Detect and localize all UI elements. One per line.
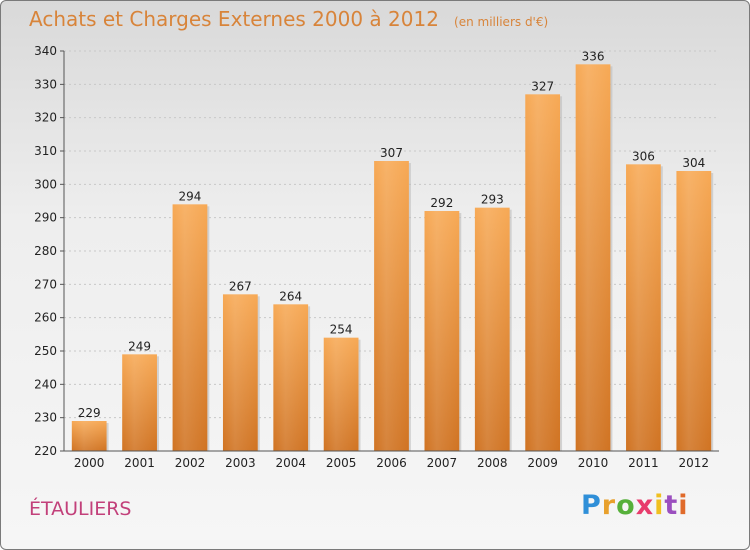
commune-name: ÉTAULIERS [29, 498, 132, 520]
y-tick-label: 320 [34, 111, 57, 125]
logo-letter: r [601, 490, 617, 521]
y-tick-label: 290 [34, 211, 57, 225]
x-tick-label: 2006 [376, 456, 407, 470]
x-tick-label: 2011 [628, 456, 659, 470]
x-tick-label: 2008 [477, 456, 508, 470]
value-label: 292 [430, 196, 453, 210]
y-tick-label: 260 [34, 311, 57, 325]
x-tick-label: 2001 [124, 456, 155, 470]
bar-highlight [676, 171, 712, 451]
value-label: 229 [78, 406, 101, 420]
proxiti-logo[interactable]: Proxiti [581, 490, 689, 521]
bar-highlight [474, 207, 510, 451]
value-label: 304 [682, 156, 705, 170]
y-tick-label: 230 [34, 411, 57, 425]
bar-highlight [424, 211, 460, 451]
value-label: 254 [330, 323, 353, 337]
bar-highlight [122, 354, 157, 451]
bar-highlight [374, 161, 409, 451]
y-tick-label: 280 [34, 244, 57, 258]
logo-letter: i [678, 490, 689, 521]
x-tick-label: 2003 [225, 456, 256, 470]
logo-letter: t [664, 490, 679, 521]
y-axis: 220 230 240 250 260 270 280 290 300 310 320 330 340 [34, 44, 65, 458]
logo-letter: P [581, 490, 602, 521]
x-axis: 2000 2001 2002 2003 2004 2005 2006 2007 2008 2009… [64, 450, 719, 470]
logo-letter: x [635, 490, 655, 521]
y-tick-label: 240 [34, 377, 57, 391]
x-tick-label: 2012 [679, 456, 710, 470]
value-label: 293 [481, 193, 504, 207]
x-tick-label: 2007 [427, 456, 458, 470]
x-tick-label: 2005 [326, 456, 357, 470]
chart-subtitle: (en milliers d'€) [454, 15, 549, 29]
value-label: 336 [582, 49, 605, 63]
x-tick-label: 2004 [275, 456, 306, 470]
bar-highlight [71, 421, 107, 451]
bar-highlight [222, 294, 258, 451]
value-label: 264 [279, 289, 302, 303]
value-label: 267 [229, 279, 252, 293]
chart-title: Achats et Charges Externes 2000 à 2012 [29, 7, 439, 31]
value-label: 307 [380, 146, 403, 160]
bar-highlight [525, 94, 561, 451]
y-tick-label: 270 [34, 277, 57, 291]
bar-highlight [172, 204, 208, 451]
value-label: 294 [179, 189, 202, 203]
bar-highlight [273, 304, 309, 451]
bar-chart: 220230240250260270280290300310320330340 … [34, 44, 719, 470]
bars: 229 249 294 267 264 254 307 292 293 327 336 306 304 [71, 49, 714, 452]
logo-letter: i [654, 490, 665, 521]
value-label: 306 [632, 149, 655, 163]
y-tick-label: 340 [34, 44, 57, 58]
y-tick-label: 330 [34, 77, 57, 91]
logo-letter: o [616, 490, 636, 521]
x-tick-label: 2002 [175, 456, 206, 470]
y-tick-label: 220 [34, 444, 57, 458]
y-tick-label: 310 [34, 144, 57, 158]
value-label: 327 [531, 79, 554, 93]
y-tick-label: 300 [34, 177, 57, 191]
bar-highlight [626, 164, 661, 452]
value-label: 249 [128, 339, 151, 353]
title-row: Achats et Charges Externes 2000 à 2012 (… [29, 7, 548, 31]
x-tick-label: 2000 [74, 456, 105, 470]
bar-highlight [323, 337, 359, 451]
bar-highlight [575, 64, 611, 452]
x-tick-label: 2009 [527, 456, 558, 470]
x-tick-label: 2010 [578, 456, 609, 470]
y-tick-label: 250 [34, 344, 57, 358]
